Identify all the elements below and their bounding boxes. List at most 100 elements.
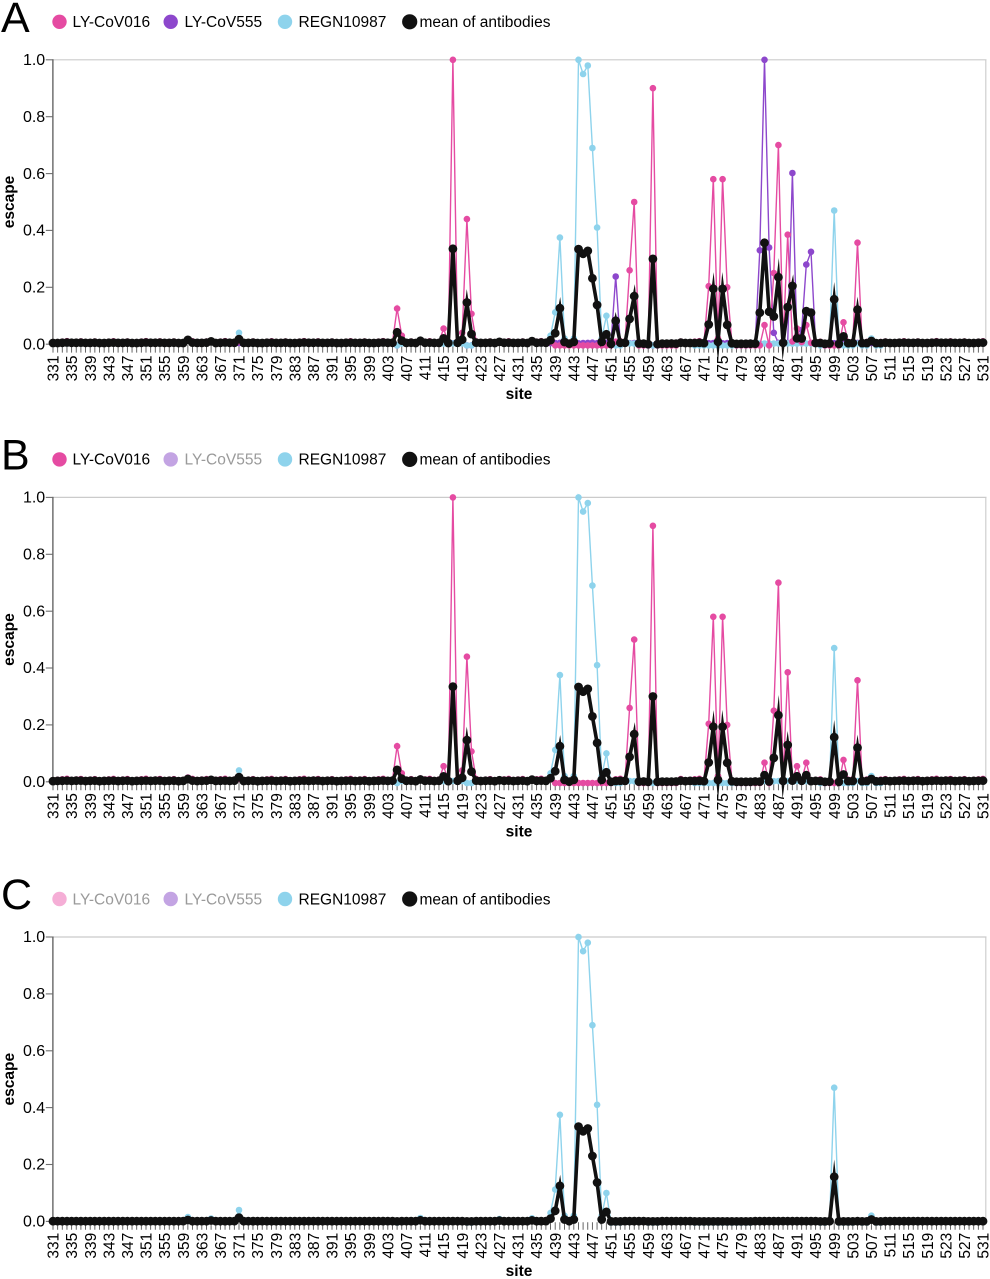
svg-text:479: 479 [734,356,751,382]
svg-text:443: 443 [566,793,583,819]
svg-text:0.4: 0.4 [23,223,45,240]
svg-text:463: 463 [659,356,676,382]
svg-text:531: 531 [976,356,990,382]
svg-text:383: 383 [287,793,304,819]
svg-text:487: 487 [771,1233,788,1259]
svg-text:0.8: 0.8 [23,109,45,126]
svg-text:427: 427 [492,1233,509,1259]
svg-text:471: 471 [697,356,714,382]
svg-text:451: 451 [604,793,621,819]
svg-text:359: 359 [176,356,193,382]
svg-text:475: 475 [715,356,732,382]
svg-text:0.4: 0.4 [23,660,45,677]
svg-text:0.8: 0.8 [23,986,45,1003]
svg-text:507: 507 [864,356,881,382]
svg-text:395: 395 [343,793,360,819]
svg-text:447: 447 [585,356,602,382]
svg-text:475: 475 [715,793,732,819]
svg-text:379: 379 [269,793,286,819]
svg-text:431: 431 [511,1233,528,1259]
svg-text:507: 507 [864,1233,881,1259]
svg-text:451: 451 [604,356,621,382]
svg-text:395: 395 [343,356,360,382]
svg-text:mean of antibodies: mean of antibodies [420,891,551,908]
svg-text:351: 351 [139,1233,156,1259]
svg-text:351: 351 [139,356,156,382]
svg-text:495: 495 [808,793,825,819]
svg-text:467: 467 [678,356,695,382]
svg-text:REGN10987: REGN10987 [299,14,387,31]
svg-text:511: 511 [883,356,900,381]
svg-text:423: 423 [473,356,490,382]
svg-text:519: 519 [920,1233,937,1259]
svg-text:0.0: 0.0 [23,336,45,353]
svg-text:487: 487 [771,356,788,382]
svg-text:355: 355 [157,793,174,819]
svg-text:455: 455 [622,1233,639,1259]
svg-text:515: 515 [901,1233,918,1259]
svg-text:335: 335 [64,356,81,382]
svg-text:C: C [1,871,32,919]
svg-text:339: 339 [83,356,100,382]
svg-text:531: 531 [976,793,990,819]
svg-text:431: 431 [511,793,528,819]
svg-text:1.0: 1.0 [23,490,45,507]
svg-text:427: 427 [492,356,509,382]
svg-text:491: 491 [790,793,807,819]
svg-text:379: 379 [269,1233,286,1259]
svg-text:415: 415 [436,1233,453,1259]
svg-text:527: 527 [957,356,974,382]
svg-text:415: 415 [436,356,453,382]
svg-text:403: 403 [380,1233,397,1259]
svg-text:343: 343 [101,356,118,382]
svg-text:399: 399 [362,356,379,382]
svg-text:387: 387 [306,1233,323,1259]
svg-text:0.6: 0.6 [23,1043,45,1060]
svg-text:435: 435 [529,793,546,819]
svg-text:0.6: 0.6 [23,603,45,620]
svg-text:387: 387 [306,356,323,382]
svg-text:519: 519 [920,356,937,382]
svg-text:495: 495 [808,356,825,382]
svg-text:403: 403 [380,793,397,819]
svg-text:387: 387 [306,793,323,819]
svg-text:379: 379 [269,356,286,382]
svg-text:483: 483 [752,356,769,382]
svg-text:0.4: 0.4 [23,1100,45,1117]
svg-text:455: 455 [622,356,639,382]
svg-text:479: 479 [734,1233,751,1259]
svg-text:371: 371 [232,356,249,382]
svg-text:479: 479 [734,793,751,819]
svg-text:383: 383 [287,356,304,382]
svg-text:395: 395 [343,1233,360,1259]
svg-text:mean of antibodies: mean of antibodies [420,14,551,31]
svg-text:site: site [506,386,533,403]
svg-text:359: 359 [176,1233,193,1259]
svg-text:471: 471 [697,793,714,819]
svg-text:363: 363 [194,793,211,819]
svg-text:343: 343 [101,793,118,819]
svg-text:459: 459 [641,1233,658,1259]
svg-text:499: 499 [827,356,844,382]
svg-text:LY-CoV016: LY-CoV016 [73,891,151,908]
svg-text:375: 375 [250,356,267,382]
svg-text:423: 423 [473,1233,490,1259]
svg-text:site: site [506,824,533,841]
svg-text:B: B [1,432,30,480]
svg-text:343: 343 [101,1233,118,1259]
svg-text:483: 483 [752,793,769,819]
svg-text:383: 383 [287,1233,304,1259]
svg-text:527: 527 [957,1233,974,1259]
svg-text:403: 403 [380,356,397,382]
svg-text:LY-CoV016: LY-CoV016 [73,452,151,469]
svg-text:411: 411 [418,356,435,381]
svg-text:427: 427 [492,793,509,819]
svg-text:439: 439 [548,356,565,382]
svg-text:503: 503 [845,793,862,819]
svg-text:0.2: 0.2 [23,280,45,297]
svg-text:419: 419 [455,356,472,382]
svg-text:463: 463 [659,793,676,819]
svg-text:391: 391 [325,793,342,819]
svg-text:503: 503 [845,356,862,382]
svg-text:REGN10987: REGN10987 [299,891,387,908]
